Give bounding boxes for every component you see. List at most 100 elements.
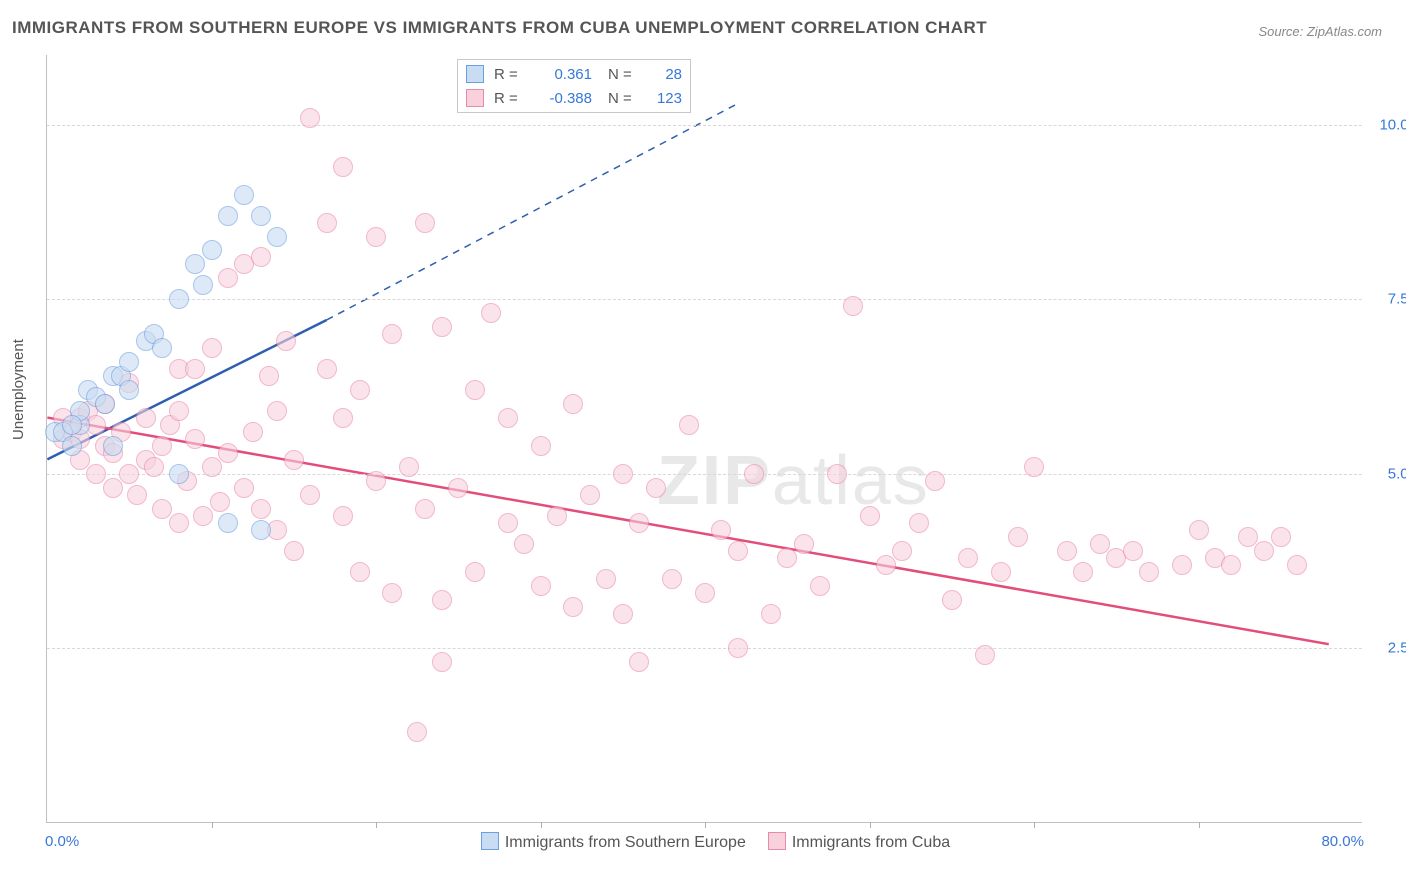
scatter-point [728,541,748,561]
scatter-point [629,513,649,533]
scatter-point [761,604,781,624]
scatter-point [1090,534,1110,554]
scatter-point [267,401,287,421]
legend-swatch [466,65,484,83]
scatter-point [465,380,485,400]
scatter-point [119,464,139,484]
scatter-point [382,583,402,603]
scatter-point [415,213,435,233]
scatter-point [407,722,427,742]
scatter-point [169,464,189,484]
scatter-point [563,597,583,617]
scatter-point [1172,555,1192,575]
scatter-point [284,450,304,470]
scatter-point [1139,562,1159,582]
scatter-point [218,513,238,533]
scatter-point [1271,527,1291,547]
scatter-point [185,254,205,274]
scatter-point [613,464,633,484]
scatter-point [876,555,896,575]
scatter-point [144,457,164,477]
scatter-point [810,576,830,596]
legend-r-label: R = [494,90,524,107]
legend-swatch [481,832,499,850]
scatter-point [613,604,633,624]
scatter-point [103,436,123,456]
scatter-point [531,576,551,596]
chart-title: IMMIGRANTS FROM SOUTHERN EUROPE VS IMMIG… [12,18,987,38]
scatter-point [234,478,254,498]
scatter-point [942,590,962,610]
legend-stats-row: R =-0.388N =123 [466,86,682,110]
scatter-point [580,485,600,505]
scatter-point [415,499,435,519]
scatter-point [498,408,518,428]
scatter-point [210,492,230,512]
scatter-point [531,436,551,456]
scatter-point [481,303,501,323]
scatter-point [1221,555,1241,575]
scatter-point [152,338,172,358]
scatter-point [193,506,213,526]
gridline-horizontal [47,299,1362,300]
x-tick-mark [1034,822,1035,828]
scatter-point [251,520,271,540]
scatter-point [679,415,699,435]
scatter-point [498,513,518,533]
x-tick-mark [870,822,871,828]
scatter-point [169,289,189,309]
x-tick-mark [212,822,213,828]
scatter-point [333,506,353,526]
scatter-point [382,324,402,344]
scatter-point [259,366,279,386]
scatter-point [925,471,945,491]
scatter-point [95,394,115,414]
x-tick-mark [376,822,377,828]
legend-n-label: N = [608,66,638,83]
scatter-point [202,457,222,477]
scatter-point [695,583,715,603]
scatter-point [152,436,172,456]
legend-n-value: 123 [644,90,682,107]
source-attribution: Source: ZipAtlas.com [1258,24,1382,39]
scatter-point [892,541,912,561]
scatter-point [629,652,649,672]
scatter-point [975,645,995,665]
trend-line-solid [47,418,1328,645]
scatter-point [744,464,764,484]
scatter-point [1024,457,1044,477]
scatter-point [251,206,271,226]
scatter-point [1057,541,1077,561]
y-tick-label: 5.0% [1367,465,1406,482]
legend-series-name: Immigrants from Southern Europe [505,834,746,851]
scatter-point [86,464,106,484]
legend-series-labels: Immigrants from Southern Europe Immigrant… [47,832,1362,852]
scatter-point [711,520,731,540]
scatter-point [465,562,485,582]
scatter-point [333,157,353,177]
scatter-point [62,415,82,435]
scatter-point [350,562,370,582]
gridline-horizontal [47,648,1362,649]
scatter-point [1238,527,1258,547]
scatter-point [827,464,847,484]
legend-stats-box: R =0.361N =28R =-0.388N =123 [457,59,691,113]
scatter-point [1254,541,1274,561]
scatter-point [958,548,978,568]
scatter-point [432,652,452,672]
scatter-point [202,338,222,358]
scatter-point [1123,541,1143,561]
scatter-point [127,485,147,505]
legend-r-value: 0.361 [530,66,592,83]
scatter-point [276,331,296,351]
scatter-point [432,317,452,337]
legend-r-value: -0.388 [530,90,592,107]
y-tick-label: 2.5% [1367,640,1406,657]
chart-plot-area: ZIPatlas R =0.361N =28R =-0.388N =123 0.… [46,55,1362,823]
scatter-point [185,359,205,379]
scatter-point [267,227,287,247]
legend-series-name: Immigrants from Cuba [792,834,950,851]
legend-r-label: R = [494,66,524,83]
scatter-point [1287,555,1307,575]
scatter-point [794,534,814,554]
